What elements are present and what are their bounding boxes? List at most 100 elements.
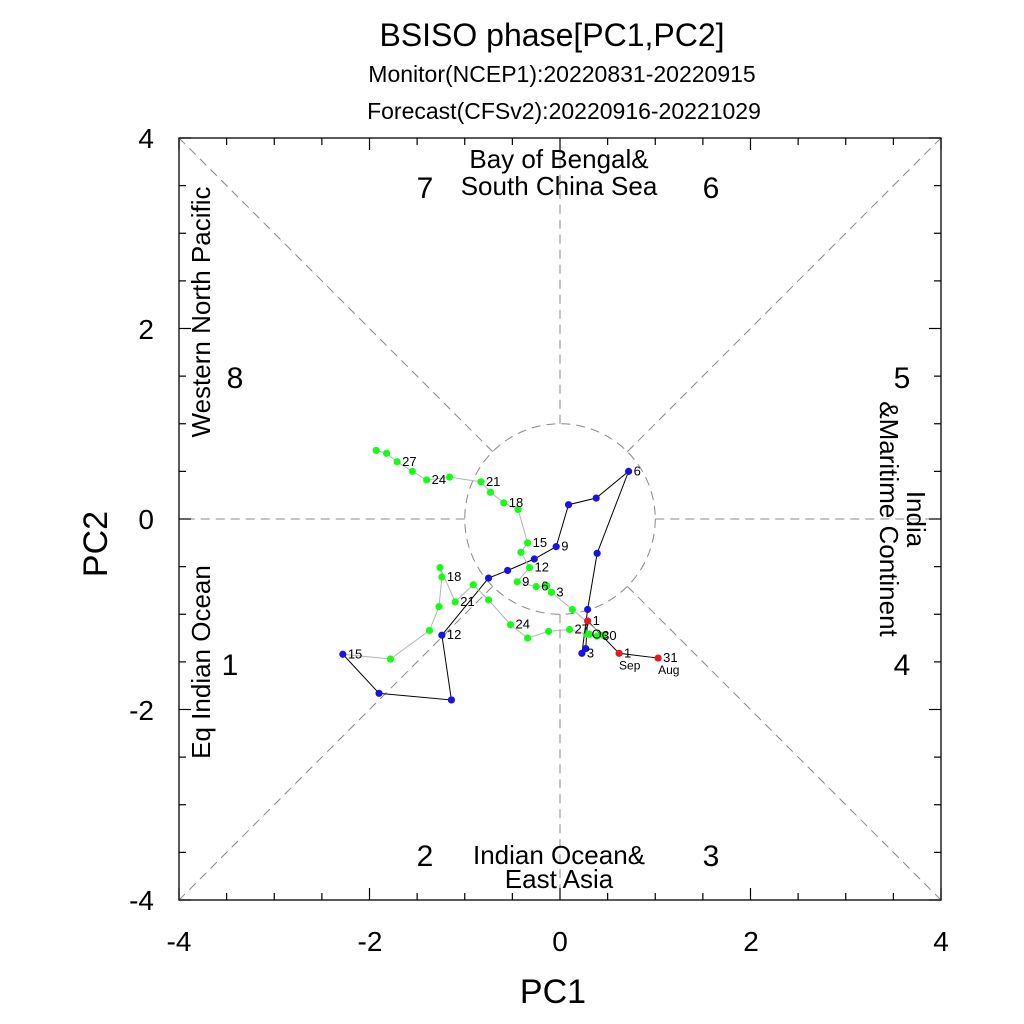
data-point	[423, 476, 431, 484]
data-point	[517, 548, 525, 556]
data-point	[544, 627, 553, 635]
x-tick-labels: -4 -2 0 2 4	[167, 926, 949, 957]
data-point-label: 31	[663, 650, 677, 665]
region-bottom-line2: East Asia	[505, 864, 614, 894]
trajectory-line-monitor-september	[342, 469, 659, 701]
data-point	[525, 563, 534, 572]
data-point	[524, 634, 532, 642]
phase-label-2: 2	[417, 840, 434, 873]
data-point	[593, 549, 601, 557]
data-point	[584, 605, 592, 614]
data-point	[565, 625, 574, 634]
data-point	[578, 649, 586, 657]
phase-label-1: 1	[222, 649, 239, 682]
data-point	[543, 582, 551, 590]
data-point	[547, 588, 556, 596]
data-point	[445, 473, 454, 481]
phase-label-3: 3	[703, 840, 720, 873]
data-point-label: 15	[533, 535, 547, 550]
data-point-label: 12	[447, 627, 461, 642]
data-point-label: 21	[460, 594, 474, 609]
data-point	[438, 573, 446, 581]
region-left-top: Western North Pacific	[186, 187, 216, 438]
x-tick-label: 0	[552, 926, 568, 957]
x-tick-label: 2	[743, 926, 759, 957]
data-point-label: 24	[515, 617, 529, 632]
data-point	[552, 543, 560, 551]
data-point-label: 27	[402, 454, 416, 469]
region-top-line1: Bay of Bengal&	[469, 144, 648, 174]
data-point	[568, 605, 576, 614]
data-point	[425, 626, 434, 635]
x-axis-label: PC1	[520, 973, 586, 1011]
y-tick-label: -2	[129, 695, 154, 726]
chart-title: BSISO phase[PC1,PC2]	[379, 17, 724, 53]
month-label: Sep	[619, 658, 641, 672]
data-point-label: 21	[486, 474, 500, 489]
data-point	[615, 649, 623, 657]
data-point-label: 27	[575, 621, 589, 636]
y-tick-label: -4	[129, 885, 154, 916]
data-point-label: 18	[447, 569, 461, 584]
phase-label-8: 8	[227, 362, 244, 395]
y-axis-label: PC2	[77, 511, 115, 577]
phase-label-4: 4	[894, 649, 911, 682]
data-point	[654, 654, 662, 662]
data-point	[599, 631, 607, 639]
chart-subtitle-monitor: Monitor(NCEP1):20220831-20220915	[368, 61, 755, 87]
data-point-label: 6	[634, 463, 641, 478]
data-point-label: 9	[522, 574, 529, 589]
data-point	[484, 574, 493, 582]
data-point	[506, 621, 515, 629]
data-point	[451, 598, 459, 606]
data-point	[393, 458, 401, 466]
y-tick-labels: 4 2 0 -2 -4	[129, 123, 154, 916]
data-point	[477, 478, 485, 486]
data-point-label: 1	[624, 645, 631, 660]
data-point-label: 1	[593, 613, 600, 628]
data-point	[435, 603, 443, 611]
data-point	[436, 563, 444, 572]
data-point	[504, 566, 512, 575]
chart-subtitle-forecast: Forecast(CFSv2):20220916-20221029	[367, 98, 761, 124]
data-point	[408, 467, 416, 475]
data-point	[372, 446, 380, 455]
phase-label-5: 5	[894, 362, 911, 395]
month-label: Aug	[658, 663, 679, 677]
region-right-line2: &Maritime Continent	[874, 401, 904, 637]
data-point	[524, 539, 532, 547]
data-point-label: 12	[535, 560, 549, 575]
x-tick-label: -4	[167, 926, 192, 957]
data-point-label: 15	[348, 646, 362, 661]
data-point	[484, 596, 493, 604]
y-tick-label: 2	[138, 314, 154, 345]
data-point	[624, 467, 633, 475]
data-point-label: 9	[561, 539, 568, 554]
region-bottom-line1: Indian Ocean&	[473, 840, 645, 870]
data-point-label: 18	[509, 495, 523, 510]
data-point	[386, 655, 395, 663]
phase-dividers	[178, 137, 942, 901]
data-point	[383, 449, 391, 457]
data-point-label: 3	[587, 645, 594, 660]
unit-amplitude-circle	[464, 423, 656, 615]
data-point-label: 30	[602, 628, 616, 643]
data-point	[532, 583, 540, 591]
data-point	[438, 631, 446, 639]
trajectory-points	[339, 446, 662, 704]
phase-divider-line	[178, 585, 494, 901]
data-point-label: 3	[556, 584, 563, 599]
data-point	[564, 501, 573, 509]
region-right-line1: India	[901, 491, 931, 548]
region-top-line2: South China Sea	[461, 171, 658, 201]
data-point	[593, 632, 601, 640]
phase-label-6: 6	[703, 172, 720, 205]
data-point	[513, 578, 521, 586]
phase-label-7: 7	[417, 172, 434, 205]
data-point-label: Oc	[592, 626, 609, 641]
data-point	[514, 505, 522, 514]
y-tick-label: 0	[138, 504, 154, 535]
axis-ticks	[178, 137, 942, 901]
data-point	[486, 488, 495, 496]
